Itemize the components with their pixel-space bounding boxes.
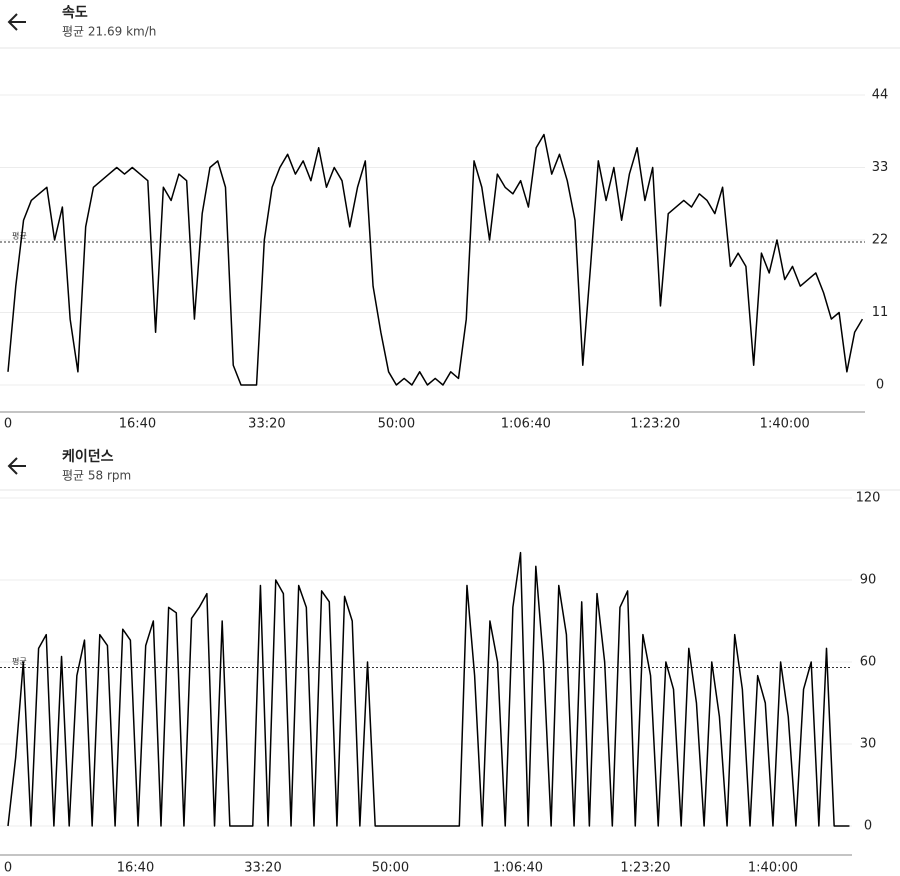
x-tick-label: 1:06:40 <box>501 417 551 432</box>
x-tick-label: 0 <box>4 417 12 432</box>
y-tick-label: 11 <box>872 305 889 320</box>
y-tick-label: 0 <box>876 378 884 393</box>
x-tick-label: 0 <box>4 861 12 876</box>
x-tick-label: 1:40:00 <box>748 861 798 876</box>
y-tick-label: 30 <box>860 737 877 752</box>
x-tick-label: 50:00 <box>372 861 409 876</box>
x-tick-label: 50:00 <box>378 417 415 432</box>
x-tick-label: 1:23:20 <box>630 417 680 432</box>
y-tick-label: 44 <box>872 88 889 103</box>
x-tick-label: 16:40 <box>119 417 156 432</box>
x-tick-label: 16:40 <box>117 861 154 876</box>
x-tick-label: 1:23:20 <box>620 861 670 876</box>
x-tick-label: 33:20 <box>248 417 285 432</box>
y-tick-label: 60 <box>860 655 877 670</box>
y-tick-label: 90 <box>860 573 877 588</box>
data-line <box>7 551 850 827</box>
y-tick-label: 120 <box>856 491 881 506</box>
x-tick-label: 33:20 <box>244 861 281 876</box>
average-label: 평균 <box>12 656 27 666</box>
y-tick-label: 33 <box>872 160 889 175</box>
average-label: 평균 <box>12 231 27 241</box>
subtitle: 평균 58 rpm <box>62 469 131 483</box>
y-tick-label: 22 <box>872 233 889 248</box>
x-tick-label: 1:06:40 <box>493 861 543 876</box>
y-tick-label: 0 <box>864 819 872 834</box>
x-tick-label: 1:40:00 <box>760 417 810 432</box>
back-button[interactable] <box>7 13 26 31</box>
title: 케이던스 <box>62 448 114 465</box>
title: 속도 <box>62 5 88 21</box>
subtitle: 평균 21.69 km/h <box>62 25 156 39</box>
back-button[interactable] <box>7 457 26 475</box>
data-line <box>7 133 864 386</box>
